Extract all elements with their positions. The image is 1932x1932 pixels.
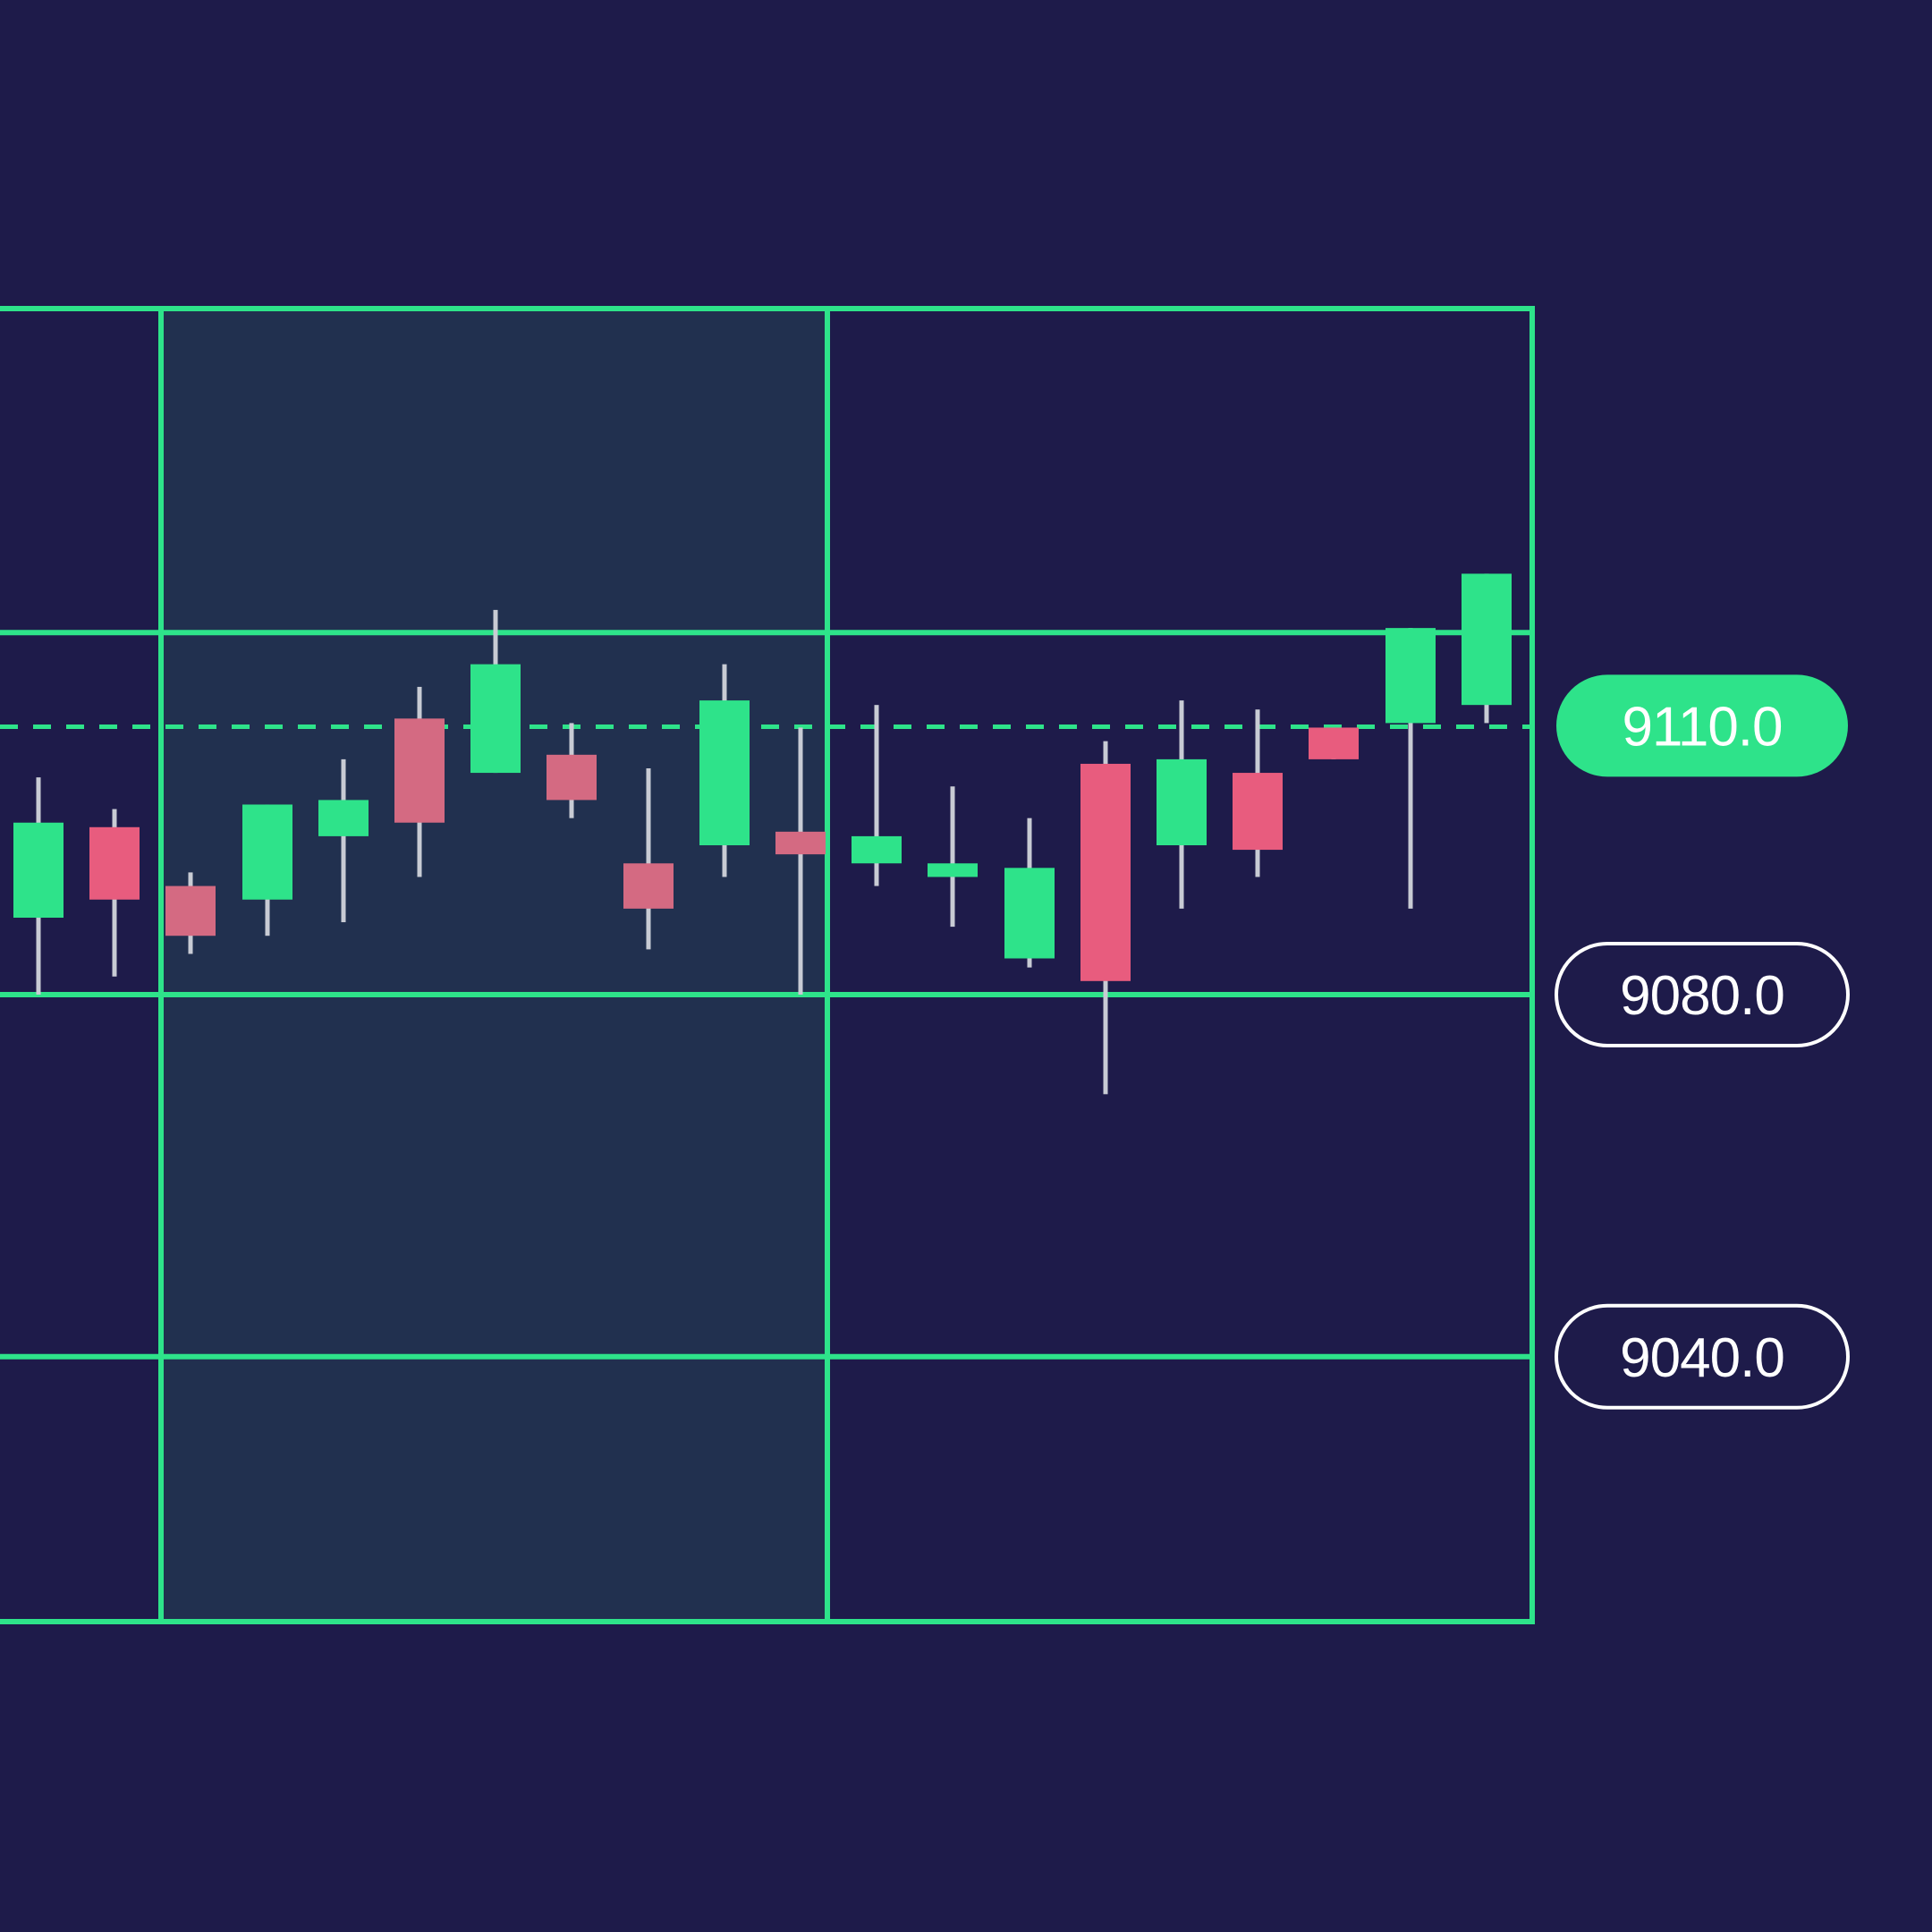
price-label-text: 9080.0	[1620, 965, 1784, 1027]
candle-body	[1004, 868, 1055, 959]
candle-body	[1080, 763, 1131, 981]
price-label-pill[interactable]: 9040.0	[1555, 1303, 1850, 1410]
price-label-text: 9040.0	[1620, 1327, 1784, 1389]
candle	[89, 809, 140, 977]
candle-body	[13, 822, 64, 918]
candle	[699, 664, 750, 877]
candle-body	[1385, 628, 1436, 724]
candle-wick	[1408, 628, 1413, 909]
highlight-band	[161, 309, 827, 1622]
candle	[547, 723, 597, 818]
candle	[318, 758, 369, 923]
candle	[623, 768, 674, 950]
candle	[1080, 741, 1131, 1095]
candle-wick	[341, 758, 346, 923]
candle-body	[699, 700, 750, 846]
candle	[1157, 700, 1207, 909]
candle	[1385, 628, 1436, 909]
candle-body	[547, 754, 597, 801]
candle-body	[470, 664, 521, 774]
candle-body	[394, 718, 445, 823]
candle	[1309, 727, 1359, 759]
candle	[1462, 573, 1512, 724]
candle-body	[852, 835, 902, 864]
candle	[852, 705, 902, 886]
candle-body	[1309, 727, 1359, 759]
price-label-text: 9110.0	[1622, 696, 1782, 758]
candle-body	[775, 831, 826, 855]
price-label-background	[1555, 942, 1850, 1047]
candle-body	[928, 863, 978, 877]
candle	[1233, 709, 1283, 877]
candle-body	[623, 863, 674, 909]
candle-body	[1462, 573, 1512, 706]
candle	[165, 872, 216, 954]
price-label-background	[1556, 674, 1848, 777]
candle-body	[318, 800, 369, 836]
chart-background	[161, 309, 827, 1622]
price-label-background	[1555, 1303, 1850, 1410]
candle	[775, 727, 826, 995]
price-label-pill[interactable]: 9080.0	[1555, 942, 1850, 1047]
candle	[13, 777, 64, 995]
candle-wick	[646, 768, 651, 950]
candle-wick	[798, 727, 803, 995]
candle	[242, 804, 292, 936]
candle	[928, 786, 978, 928]
price-label-pill[interactable]: 9110.0	[1556, 674, 1848, 777]
chart-grid	[0, 306, 1535, 1624]
candle	[394, 686, 445, 877]
candle-wick	[950, 786, 955, 928]
candles	[13, 573, 1512, 1095]
candle	[470, 609, 521, 774]
candle	[1004, 818, 1055, 968]
price-axis-labels[interactable]: 9110.0 9080.0 9040.0	[1555, 674, 1850, 1410]
candle-wick	[874, 705, 879, 886]
candle-body	[1157, 758, 1207, 846]
candle-body	[242, 804, 292, 900]
candle-body	[1233, 773, 1283, 851]
candle-body	[165, 886, 216, 936]
candle-body	[89, 826, 140, 900]
